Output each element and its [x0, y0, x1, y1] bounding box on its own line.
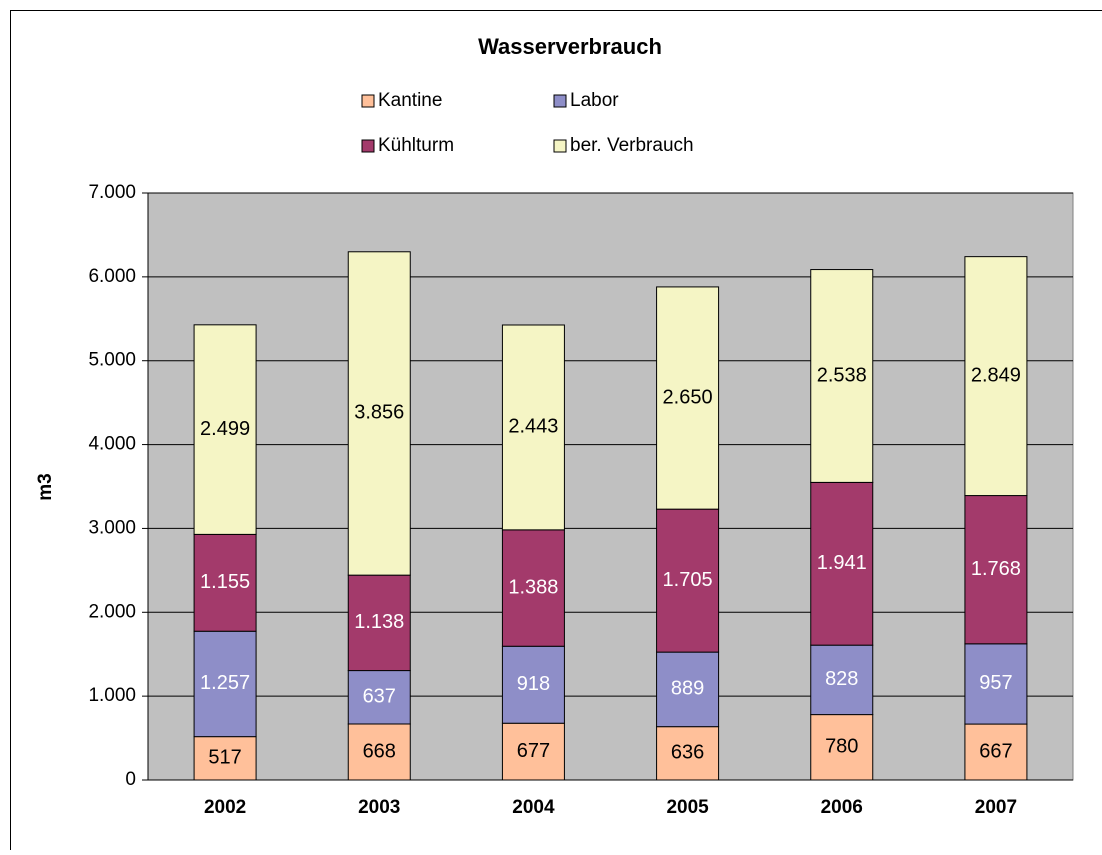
- data-label: 889: [671, 678, 704, 700]
- x-tick-label: 2007: [975, 797, 1017, 818]
- data-label: 2.849: [971, 364, 1021, 386]
- data-label: 2.499: [200, 418, 250, 440]
- data-label: 828: [825, 668, 858, 690]
- data-label: 1.138: [354, 611, 404, 633]
- data-label: 1.257: [200, 672, 250, 694]
- data-label: 918: [517, 673, 550, 695]
- legend-swatch: [362, 95, 374, 107]
- data-label: 636: [671, 742, 704, 764]
- data-label: 667: [979, 740, 1012, 762]
- data-label: 957: [979, 672, 1012, 694]
- y-tick-label: 2.000: [88, 601, 136, 622]
- data-label: 1.941: [817, 552, 867, 574]
- data-label: 1.388: [508, 576, 558, 598]
- y-axis-label: m3: [35, 473, 56, 500]
- y-tick-label: 5.000: [88, 350, 136, 371]
- y-tick-label: 1.000: [88, 685, 136, 706]
- legend-label: Kühlturm: [378, 135, 454, 156]
- data-label: 517: [208, 747, 241, 769]
- legend-swatch: [554, 140, 566, 152]
- y-tick-label: 6.000: [88, 266, 136, 287]
- y-tick-label: 3.000: [88, 517, 136, 538]
- data-label: 677: [517, 740, 550, 762]
- x-tick-label: 2006: [821, 797, 863, 818]
- legend-label: Kantine: [378, 90, 442, 111]
- x-tick-label: 2005: [666, 797, 709, 818]
- data-label: 1.155: [200, 571, 250, 593]
- x-tick-label: 2003: [358, 797, 400, 818]
- data-label: 2.443: [508, 416, 558, 438]
- data-label: 668: [363, 740, 396, 762]
- data-label: 2.650: [663, 386, 713, 408]
- legend-swatch: [554, 95, 566, 107]
- data-label: 637: [363, 686, 396, 708]
- x-tick-label: 2004: [512, 797, 555, 818]
- data-label: 1.705: [663, 569, 713, 591]
- x-tick-label: 2002: [204, 797, 246, 818]
- legend-label: Labor: [570, 90, 619, 111]
- legend-swatch: [362, 140, 374, 152]
- plot-area: [148, 193, 1073, 780]
- chart-title: Wasserverbrauch: [478, 34, 662, 59]
- y-tick-label: 4.000: [88, 434, 136, 455]
- data-label: 3.856: [354, 402, 404, 424]
- data-label: 1.768: [971, 558, 1021, 580]
- data-label: 780: [825, 736, 858, 758]
- y-tick-label: 7.000: [88, 182, 136, 203]
- legend-label: ber. Verbrauch: [570, 135, 694, 156]
- data-label: 2.538: [817, 364, 867, 386]
- y-tick-label: 0: [125, 769, 136, 790]
